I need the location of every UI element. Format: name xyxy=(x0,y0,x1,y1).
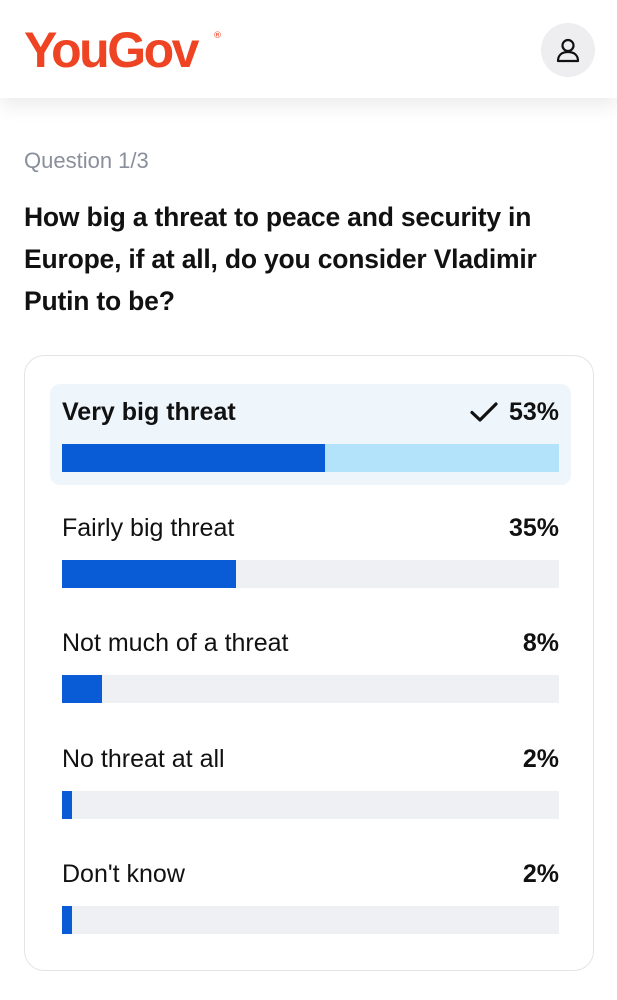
option-percent: 35% xyxy=(509,512,559,544)
results-card: Very big threat 53% Fairly big threat 35… xyxy=(24,355,594,971)
percent-value: 35% xyxy=(508,514,559,542)
result-bar-track xyxy=(62,444,559,472)
result-bar-fill xyxy=(62,906,72,934)
option-no-threat-at-all[interactable]: No threat at all 2% xyxy=(50,731,571,832)
result-bar-track xyxy=(62,906,559,934)
result-bar-fill xyxy=(62,560,236,588)
option-label: Very big threat xyxy=(62,398,236,426)
checkmark-icon xyxy=(470,402,498,422)
option-percent: 53% xyxy=(469,396,559,428)
option-percent: 8% xyxy=(523,627,559,659)
percent-value: 53% xyxy=(508,398,559,426)
option-dont-know[interactable]: Don't know 2% xyxy=(50,846,571,947)
result-bar-fill xyxy=(62,675,102,703)
question-counter: Question 1/3 xyxy=(24,148,149,173)
option-label: No threat at all xyxy=(62,745,225,773)
question-text: How big a threat to peace and security i… xyxy=(24,202,537,316)
app-header: YouGov ® xyxy=(0,0,617,98)
option-not-much-of-a-threat[interactable]: Not much of a threat 8% xyxy=(50,615,571,716)
result-bar-track xyxy=(62,560,559,588)
percent-value: 2% xyxy=(522,860,559,888)
option-very-big-threat[interactable]: Very big threat 53% xyxy=(50,384,571,485)
result-bar-track xyxy=(62,791,559,819)
user-icon xyxy=(556,38,580,63)
option-percent: 2% xyxy=(523,743,559,775)
option-label: Fairly big threat xyxy=(62,514,235,542)
yougov-logo[interactable]: YouGov xyxy=(24,22,199,78)
percent-value: 2% xyxy=(522,745,559,773)
result-bar-fill xyxy=(62,444,326,472)
option-percent: 2% xyxy=(523,858,559,890)
registered-mark: ® xyxy=(213,31,222,41)
percent-value: 8% xyxy=(522,629,559,657)
result-bar-track xyxy=(62,675,559,703)
option-label: Not much of a threat xyxy=(62,629,289,657)
result-bar-fill xyxy=(62,791,72,819)
account-button[interactable] xyxy=(541,23,595,77)
option-label: Don't know xyxy=(62,860,185,888)
option-fairly-big-threat[interactable]: Fairly big threat 35% xyxy=(50,500,571,601)
